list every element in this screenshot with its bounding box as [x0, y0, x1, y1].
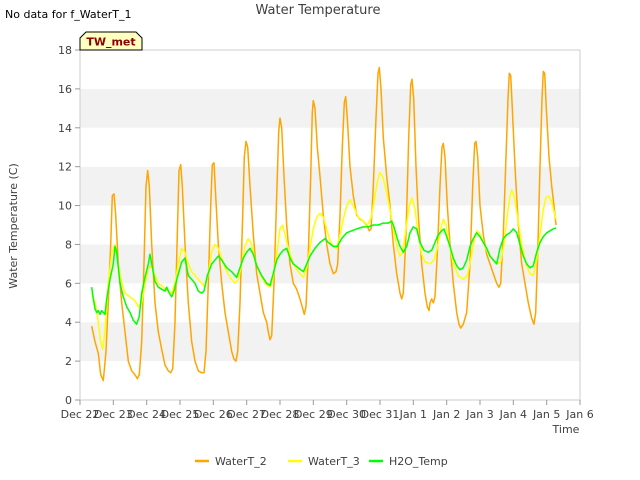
grid-band: [80, 322, 580, 362]
y-tick-label: 0: [65, 394, 72, 407]
y-tick-label: 10: [58, 200, 72, 213]
y-tick-label: 4: [65, 316, 72, 329]
grid-band: [80, 127, 580, 167]
series-line-h2o-temp: [90, 220, 557, 325]
x-tick-label: Dec 28: [261, 408, 300, 421]
x-tick-label: Dec 25: [161, 408, 200, 421]
x-tick-label: Jan 2: [432, 408, 460, 421]
x-tick-label: Dec 24: [127, 408, 166, 421]
series-layer: [90, 66, 557, 382]
series-line-watert-2: [90, 66, 557, 382]
y-tick-label: 8: [65, 238, 72, 251]
grid-band: [80, 361, 580, 400]
badge-shape: [79, 31, 143, 51]
y-tick-label: 18: [58, 44, 72, 57]
badge-text: TW_met: [86, 36, 135, 49]
x-tick-label: Jan 3: [465, 408, 493, 421]
x-axis-label: Time: [552, 423, 580, 436]
y-tick-label: 6: [65, 277, 72, 290]
plot-bands: [80, 50, 580, 400]
x-tick-label: Jan 6: [565, 408, 593, 421]
chart-title: Water Temperature: [256, 3, 381, 18]
x-tick-label: Dec 30: [327, 408, 366, 421]
y-tick-label: 12: [58, 161, 72, 174]
plot-frame: [79, 49, 581, 401]
y-tick-label: 14: [58, 122, 72, 135]
x-tick-label: Dec 27: [227, 408, 266, 421]
y-axis-ticks: 0 2 4 6 8 10 12 14 16 18: [58, 44, 80, 407]
grid-band: [80, 166, 580, 206]
grid-band: [80, 50, 580, 89]
x-tick-label: Dec 22: [61, 408, 100, 421]
x-tick-label: Jan 4: [499, 408, 527, 421]
legend: WaterT_2 WaterT_3 H2O_Temp: [195, 455, 448, 468]
x-tick-label: Dec 29: [294, 408, 333, 421]
x-tick-label: Jan 1: [399, 408, 427, 421]
y-tick-label: 2: [65, 355, 72, 368]
x-tick-label: Jan 5: [532, 408, 560, 421]
tw-met-badge: TW_met: [79, 31, 143, 51]
legend-label: WaterT_2: [215, 455, 267, 468]
x-tick-label: Dec 31: [361, 408, 400, 421]
y-tick-label: 16: [58, 83, 72, 96]
legend-label: WaterT_3: [308, 455, 360, 468]
legend-label: H2O_Temp: [389, 455, 448, 468]
x-tick-label: Dec 26: [194, 408, 233, 421]
x-tick-label: Dec 23: [94, 408, 133, 421]
no-data-note: No data for f_WaterT_1: [5, 8, 131, 21]
y-axis-label: Water Temperature (C): [7, 163, 20, 288]
grid-band: [80, 88, 580, 128]
